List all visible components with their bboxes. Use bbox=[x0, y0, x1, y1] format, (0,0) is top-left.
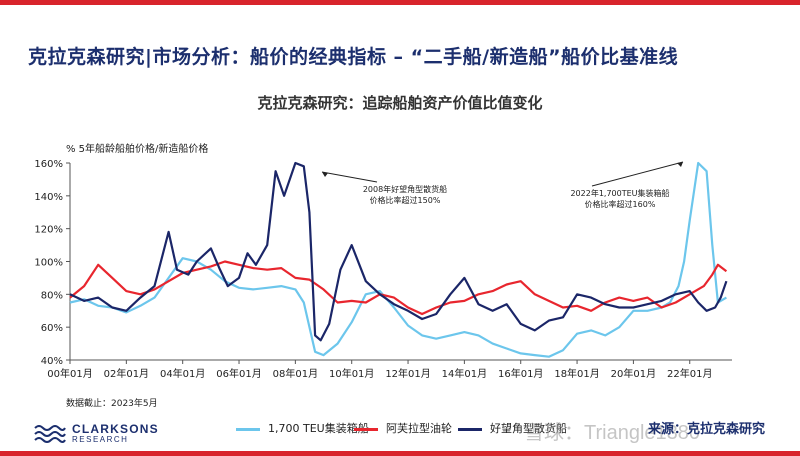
annotation-arrow-line bbox=[591, 161, 684, 187]
x-tick-label: 02年01月 bbox=[104, 367, 149, 380]
chart-axes bbox=[66, 162, 732, 364]
legend-label-teu: 1,700 TEU集装箱船 bbox=[268, 422, 369, 435]
annotation-text: 价格比率超过150% bbox=[370, 195, 441, 205]
y-tick-label: 40% bbox=[41, 356, 63, 367]
series-line-bulk bbox=[69, 161, 728, 342]
x-tick-label: 12年01月 bbox=[385, 367, 430, 380]
clarksons-logo: CLARKSONS RESEARCH bbox=[34, 422, 164, 446]
source-label: 来源：克拉克森研究 bbox=[648, 422, 766, 437]
data-cutoff-note: 数据截止：2023年5月 bbox=[66, 399, 158, 409]
legend-label-tanker: 阿芙拉型油轮 bbox=[386, 422, 452, 435]
x-tick-label: 18年01月 bbox=[554, 367, 599, 380]
x-tick-label: 00年01月 bbox=[47, 367, 92, 380]
annotation-arrow-head bbox=[322, 172, 328, 177]
annotation-arrow-line bbox=[321, 171, 378, 183]
legend-item-tanker: 阿芙拉型油轮 bbox=[354, 420, 452, 438]
y-tick-label: 60% bbox=[41, 323, 63, 334]
y-tick-label: 160% bbox=[34, 159, 63, 170]
x-tick-label: 14年01月 bbox=[442, 367, 487, 380]
legend-item-teu: 1,700 TEU集装箱船 bbox=[236, 420, 369, 438]
annotation-text: 2008年好望角型散货船 bbox=[363, 184, 447, 194]
y-tick-label: 100% bbox=[34, 258, 63, 269]
logo-subtitle: RESEARCH bbox=[72, 435, 129, 444]
page-title: 克拉克森研究|市场分析：船价的经典指标 – “二手船/新造船”船价比基准线 bbox=[28, 46, 679, 68]
annotation-text: 2022年1,700TEU集装箱船 bbox=[570, 188, 669, 198]
y-tick-label: 80% bbox=[41, 290, 63, 301]
chart-ticks: 40% 60% 80% 100% 120% 140% 160% 00年01月 02年01月 04年… bbox=[34, 159, 712, 380]
y-tick-label: 120% bbox=[34, 225, 63, 236]
legend-swatch-teu bbox=[236, 427, 260, 431]
legend-swatch-bulk bbox=[458, 427, 482, 431]
chart-title: 克拉克森研究：追踪船舶资产价值比值变化 bbox=[257, 94, 543, 112]
x-tick-label: 16年01月 bbox=[498, 367, 543, 380]
annotation-arrow-head bbox=[677, 162, 683, 167]
legend-swatch-tanker bbox=[354, 427, 378, 431]
line-chart: 40% 60% 80% 100% 120% 140% 160% 00年01月 02年01月 04年… bbox=[34, 159, 732, 380]
top-accent-bar bbox=[0, 0, 800, 5]
y-axis-caption: % 5年船龄船舶价格/新造船价格 bbox=[66, 144, 209, 155]
legend-label-bulk: 好望角型散货船 bbox=[490, 422, 567, 435]
x-tick-label: 20年01月 bbox=[611, 367, 656, 380]
watermark: 雪球：Triangle1380 bbox=[524, 422, 701, 444]
logo-name: CLARKSONS bbox=[72, 422, 159, 436]
y-tick-label: 140% bbox=[34, 192, 63, 203]
chart-series bbox=[69, 161, 728, 358]
bottom-accent-bar bbox=[0, 451, 800, 456]
annotation-text: 价格比率超过160% bbox=[585, 199, 656, 209]
legend-item-bulk: 好望角型散货船 bbox=[458, 420, 567, 438]
x-tick-label: 22年01月 bbox=[667, 367, 712, 380]
x-tick-label: 06年01月 bbox=[216, 367, 261, 380]
wave-icon bbox=[34, 425, 66, 443]
x-tick-label: 10年01月 bbox=[329, 367, 374, 380]
x-tick-label: 04年01月 bbox=[160, 367, 205, 380]
x-tick-label: 08年01月 bbox=[273, 367, 318, 380]
